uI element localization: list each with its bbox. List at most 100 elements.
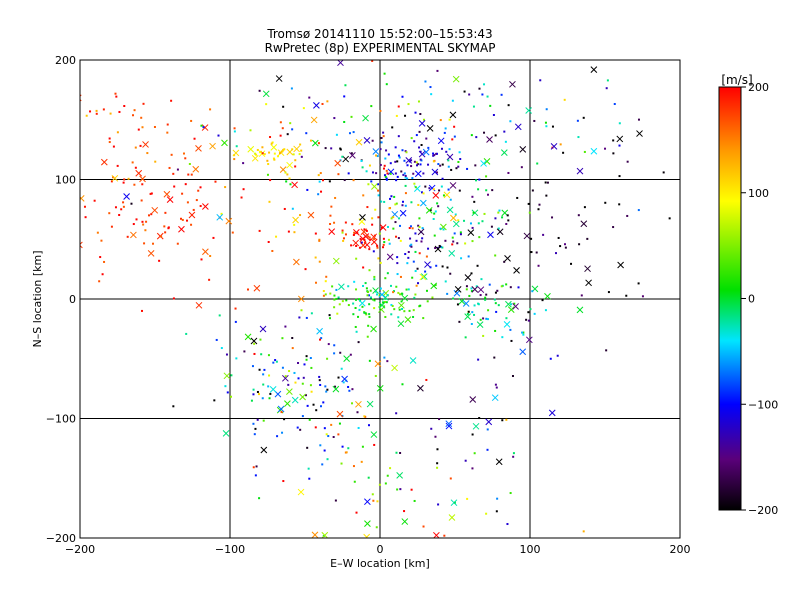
scatter-cross	[0, 142, 4, 148]
scatter-dot	[266, 173, 269, 176]
scatter-dot	[337, 173, 340, 176]
scatter-dot	[263, 153, 266, 156]
scatter-dot	[577, 136, 580, 139]
scatter-dot	[391, 304, 394, 307]
scatter-dot	[199, 205, 202, 208]
scatter-cross	[576, 306, 584, 314]
scatter-dot	[436, 448, 439, 451]
scatter-cross	[355, 138, 363, 146]
scatter-dot	[389, 197, 392, 200]
scatter-dot	[465, 288, 468, 291]
scatter-dot	[197, 189, 200, 192]
scatter-dot	[186, 201, 189, 204]
scatter-dot	[367, 476, 370, 479]
scatter-cross	[100, 158, 108, 166]
scatter-cross	[147, 249, 155, 257]
y-axis-ticks: −200 −100 0 100 200	[46, 54, 680, 545]
scatter-dot	[405, 288, 408, 291]
scatter-dot	[396, 175, 399, 178]
scatter-dot	[433, 212, 436, 215]
scatter-dot	[208, 278, 211, 281]
scatter-cross	[430, 282, 438, 290]
scatter-dot	[422, 317, 425, 320]
scatter-dot	[305, 358, 308, 361]
scatter-cross	[291, 396, 299, 404]
scatter-dot	[384, 175, 387, 178]
scatter-dot	[505, 283, 508, 286]
scatter-cross	[286, 388, 293, 395]
scatter-dot	[472, 211, 475, 214]
scatter-dot	[386, 474, 389, 477]
scatter-dot	[153, 125, 156, 128]
scatter-cross	[398, 301, 405, 309]
scatter-dot	[89, 110, 92, 113]
scatter-dot	[493, 298, 496, 301]
scatter-dot	[280, 411, 283, 414]
scatter-dot	[330, 147, 333, 150]
scatter-dot	[400, 300, 403, 303]
scatter-cross	[201, 124, 209, 131]
grid-lines	[80, 60, 680, 538]
scatter-cross	[362, 233, 370, 240]
scatter-dot	[279, 121, 282, 124]
scatter-dot	[398, 156, 401, 159]
scatter-dot	[413, 160, 416, 163]
scatter-dot	[329, 292, 332, 295]
scatter-dot	[318, 180, 321, 183]
scatter-dot	[436, 246, 439, 249]
scatter-dot	[493, 356, 496, 359]
scatter-dot	[509, 328, 512, 331]
scatter-dot	[463, 90, 466, 93]
scatter-dot	[23, 84, 25, 86]
scatter-dot	[355, 511, 358, 514]
scatter-cross	[445, 422, 453, 430]
scatter-cross	[397, 320, 405, 328]
scatter-cross	[310, 116, 318, 124]
scatter-dot	[604, 201, 607, 204]
scatter-dot	[395, 285, 398, 288]
scatter-dot	[412, 309, 415, 312]
scatter-dot	[538, 203, 541, 206]
scatter-dot	[662, 171, 665, 174]
scatter-dot	[352, 233, 355, 236]
scatter-dot	[475, 136, 478, 139]
scatter-dot	[337, 376, 340, 379]
scatter-dot	[480, 278, 483, 281]
scatter-dot	[294, 165, 297, 168]
scatter-cross	[590, 147, 598, 155]
scatter-dot	[254, 152, 257, 155]
scatter-dot	[399, 451, 402, 454]
scatter-dot	[294, 159, 297, 162]
scatter-dot	[408, 309, 411, 312]
scatter-dot	[368, 313, 371, 316]
scatter-dot	[539, 79, 542, 82]
scatter-dot	[285, 180, 288, 183]
scatter-dot	[380, 200, 383, 203]
scatter-dot	[267, 385, 270, 388]
scatter-cross	[355, 400, 362, 408]
scatter-cross	[480, 160, 487, 167]
scatter-dot	[330, 205, 333, 208]
scatter-dot	[468, 93, 471, 96]
scatter-dot	[366, 294, 369, 297]
scatter-cross	[370, 325, 377, 333]
scatter-dot	[580, 294, 583, 297]
scatter-cross	[244, 333, 252, 341]
scatter-dot	[404, 204, 407, 207]
scatter-dot	[389, 284, 392, 287]
scatter-dot	[243, 350, 246, 353]
scatter-dot	[190, 119, 193, 122]
scatter-dot	[123, 105, 126, 108]
scatter-dot	[497, 227, 500, 230]
scatter-dot	[108, 212, 111, 215]
scatter-dot	[406, 262, 409, 265]
scatter-dot	[447, 159, 450, 162]
scatter-cross	[426, 125, 434, 132]
scatter-dot	[404, 192, 407, 195]
scatter-dot	[354, 325, 357, 328]
scatter-dot	[338, 303, 341, 306]
scatter-dot	[318, 379, 321, 382]
scatter-dot	[385, 83, 388, 86]
scatter-cross	[342, 155, 350, 163]
scatter-dot	[439, 227, 442, 230]
